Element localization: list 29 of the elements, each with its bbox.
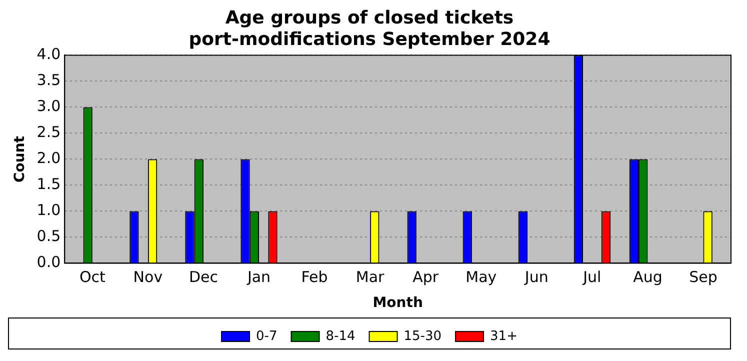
- x-tick-label: Nov: [133, 268, 163, 286]
- legend-label: 31+: [490, 328, 518, 344]
- y-tick-label: 0.0: [36, 253, 61, 272]
- x-axis-title: Month: [372, 295, 423, 312]
- x-tick-label: Mar: [356, 268, 386, 286]
- x-tick-label: Jul: [582, 268, 602, 286]
- y-axis-title: Count: [12, 136, 28, 182]
- x-tick-label: Jan: [246, 268, 271, 286]
- x-tick-label: Sep: [689, 268, 718, 286]
- chart-subtitle: port-modifications September 2024: [188, 29, 550, 50]
- y-tick-label: 2.5: [36, 123, 61, 142]
- x-tick-label: Jun: [524, 268, 548, 286]
- x-tick-label: Oct: [79, 268, 106, 286]
- chart-title: Age groups of closed tickets: [225, 7, 514, 28]
- x-tick-label: May: [466, 268, 497, 286]
- x-tick-label: Feb: [301, 268, 328, 286]
- y-tick-label: 3.5: [36, 71, 61, 90]
- x-tick-label: Apr: [412, 268, 440, 286]
- x-tick-label: Dec: [188, 268, 218, 286]
- y-tick-label: 1.5: [36, 175, 61, 194]
- y-tick-label: 1.0: [36, 201, 61, 220]
- y-tick-label: 2.0: [36, 149, 61, 168]
- legend-label: 15-30: [404, 328, 442, 344]
- y-tick-label: 0.5: [36, 227, 61, 246]
- legend-label: 0-7: [256, 328, 278, 344]
- legend-label: 8-14: [326, 328, 356, 344]
- y-tick-label: 4.0: [36, 45, 61, 64]
- y-tick-label: 3.0: [36, 97, 61, 116]
- x-tick-label: Aug: [633, 268, 662, 286]
